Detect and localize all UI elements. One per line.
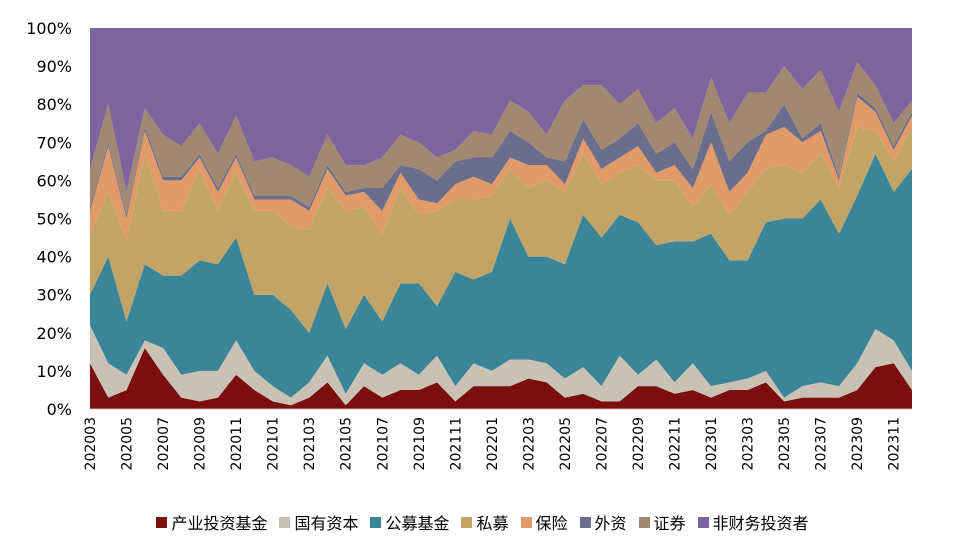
legend-label: 私募 [476, 514, 509, 533]
area-6 [90, 92, 912, 219]
x-tick-label: 202109 [412, 417, 428, 470]
legend-item: 保险 [520, 510, 568, 534]
legend-swatch [279, 516, 291, 528]
legend-swatch [579, 516, 591, 528]
legend-swatch [520, 516, 532, 528]
legend-label: 非财务投资者 [712, 514, 809, 533]
x-tick-label: 202203 [521, 417, 537, 470]
legend-swatch [697, 516, 709, 528]
legend-label: 产业投资基金 [171, 514, 268, 533]
y-tick-label: 20% [36, 324, 72, 343]
x-tick-label: 202011 [229, 417, 245, 470]
y-tick-label: 40% [36, 248, 72, 267]
x-tick-label: 202007 [156, 417, 172, 470]
x-tick-label: 202201 [485, 417, 501, 470]
legend-label: 公募基金 [385, 514, 450, 533]
y-tick-label: 80% [36, 95, 72, 114]
x-tick-label: 202111 [448, 417, 464, 470]
legend-label: 保险 [535, 514, 568, 533]
area-8 [90, 28, 912, 192]
x-tick-label: 202305 [777, 417, 793, 470]
y-tick-label: 10% [36, 362, 72, 381]
x-tick-label: 202207 [594, 417, 610, 470]
legend-swatch [461, 516, 473, 528]
x-tick-label: 202311 [887, 417, 903, 470]
x-tick-label: 202303 [741, 417, 757, 470]
x-tick-label: 202209 [631, 417, 647, 470]
area-series-layer [90, 28, 912, 409]
y-tick-label: 60% [36, 171, 72, 190]
legend-item: 公募基金 [370, 510, 449, 534]
x-tick-label: 202211 [668, 417, 684, 470]
area-7 [90, 62, 912, 215]
y-tick-label: 0% [47, 400, 72, 419]
area-4 [90, 127, 912, 333]
y-tick-label: 90% [36, 57, 72, 76]
legend-swatch [370, 516, 382, 528]
legend: 产业投资基金 国有资本 公募基金 私募 保险 外资 证券 非财务投资者 [0, 508, 965, 536]
x-tick-label: 202107 [375, 417, 391, 470]
area-5 [90, 96, 912, 242]
legend-label: 国有资本 [294, 514, 359, 533]
x-tick-label: 202005 [120, 417, 136, 470]
y-tick-label: 50% [36, 210, 72, 229]
legend-item: 非财务投资者 [697, 510, 809, 534]
legend-swatch [638, 516, 650, 528]
x-tick-label: 202307 [814, 417, 830, 470]
x-tick-label: 202105 [339, 417, 355, 470]
legend-item: 产业投资基金 [156, 510, 267, 534]
stacked-area-chart: 0% 10% 20% 30% 40% 50% 60% 70% 80% 90% 100% 202003… [26, 19, 912, 470]
y-tick-label: 30% [36, 286, 72, 305]
y-axis-tick-labels: 0% 10% 20% 30% 40% 50% 60% 70% 80% 90% 100% [26, 19, 72, 419]
legend-item: 外资 [579, 510, 627, 534]
legend-label: 外资 [594, 514, 627, 533]
area-1 [90, 348, 912, 409]
x-tick-label: 202301 [704, 417, 720, 470]
y-tick-label: 70% [36, 133, 72, 152]
area-3 [90, 153, 912, 398]
x-tick-label: 202101 [266, 417, 282, 470]
legend-item: 证券 [638, 510, 686, 534]
legend-item: 国有资本 [279, 510, 358, 534]
x-tick-label: 202009 [193, 417, 209, 470]
x-tick-label: 202309 [850, 417, 866, 470]
x-tick-label: 202205 [558, 417, 574, 470]
legend-swatch [156, 516, 168, 528]
legend-label: 证券 [653, 514, 686, 533]
y-tick-label: 100% [26, 19, 72, 38]
x-axis-tick-labels: 202003 202005 202007 202009 202011 202101 2021… [83, 417, 903, 470]
legend-item: 私募 [461, 510, 509, 534]
x-tick-label: 202103 [302, 417, 318, 470]
x-tick-label: 202003 [83, 417, 99, 470]
